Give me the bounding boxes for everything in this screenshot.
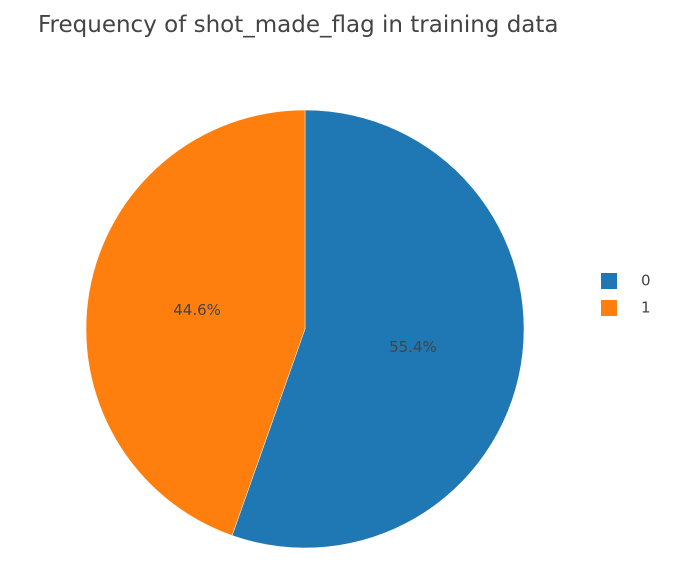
legend-swatch-1 bbox=[601, 300, 617, 316]
slice-value-label-1: 44.6% bbox=[173, 301, 221, 319]
chart-title: Frequency of shot_made_flag in training … bbox=[38, 12, 559, 38]
legend-label-0: 0 bbox=[641, 272, 651, 290]
legend-item-0[interactable]: 0 bbox=[601, 272, 651, 290]
pie-slice-1 bbox=[85, 109, 306, 536]
slice-value-label-0: 55.4% bbox=[389, 338, 437, 356]
legend-label-1: 1 bbox=[641, 299, 651, 317]
legend-item-1[interactable]: 1 bbox=[601, 299, 651, 317]
legend-swatch-0 bbox=[601, 273, 617, 289]
